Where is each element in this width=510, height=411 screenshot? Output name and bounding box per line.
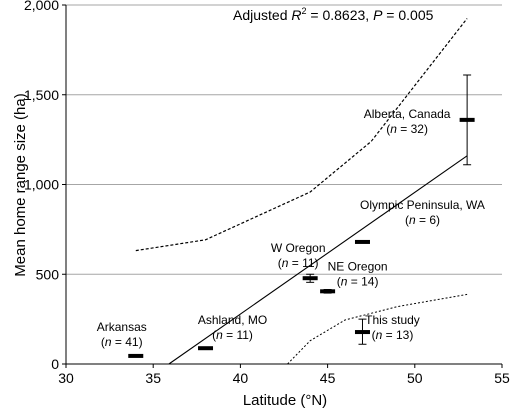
point-n-label-this-study: (n = 13) bbox=[372, 328, 414, 342]
point-label-alberta-canada: Alberta, Canada bbox=[364, 107, 451, 121]
y-axis-title: Mean home range size (ha) bbox=[12, 93, 29, 276]
y-tick-label: 1,000 bbox=[24, 177, 59, 193]
point-label-olympic-peninsula-wa: Olympic Peninsula, WA bbox=[360, 198, 485, 212]
point-label-ashland-mo: Ashland, MO bbox=[198, 313, 267, 327]
point-ne-oregon bbox=[320, 289, 336, 294]
y-tick-label: 1,500 bbox=[24, 87, 59, 103]
x-tick-label: 40 bbox=[233, 370, 249, 386]
labels-layer: Arkansas(n = 41)Ashland, MO(n = 11)W Ore… bbox=[97, 107, 485, 349]
x-tick-label: 55 bbox=[494, 370, 510, 386]
y-tick-label: 2,000 bbox=[24, 0, 59, 13]
fit-annotation-r-value: = 0.8623, bbox=[307, 7, 374, 23]
point-this-study bbox=[354, 330, 370, 335]
y-tick-label: 500 bbox=[36, 266, 60, 282]
point-n-label-arkansas: (n = 41) bbox=[101, 335, 143, 349]
grid-layer bbox=[66, 4, 502, 275]
point-olympic-peninsula-wa bbox=[354, 239, 370, 244]
axes-layer: 0 500 1,000 1,500 2,000 30 35 40 45 50 55 bbox=[24, 0, 510, 386]
point-n-label-w-oregon: (n = 11) bbox=[278, 256, 319, 270]
upper-interval-line bbox=[135, 18, 468, 252]
points-layer bbox=[128, 74, 475, 358]
x-tick-label: 30 bbox=[58, 370, 74, 386]
point-w-oregon bbox=[302, 276, 318, 281]
fit-annotation-p-value: = 0.005 bbox=[382, 7, 433, 23]
point-alberta-canada bbox=[459, 117, 475, 122]
fit-annotation-r-exponent: 2 bbox=[302, 6, 307, 16]
point-n-label-olympic-peninsula-wa: (n = 6) bbox=[405, 213, 440, 227]
fit-annotation: Adjusted R2 = 0.8623, P = 0.005 bbox=[233, 6, 434, 23]
point-n-label-ashland-mo: (n = 11) bbox=[212, 328, 253, 342]
point-n-label-alberta-canada: (n = 32) bbox=[386, 122, 428, 136]
x-tick-label: 35 bbox=[145, 370, 161, 386]
x-tick-label: 45 bbox=[320, 370, 336, 386]
point-arkansas bbox=[128, 353, 144, 358]
fit-annotation-prefix: Adjusted bbox=[233, 7, 291, 23]
point-label-arkansas: Arkansas bbox=[97, 320, 147, 334]
fit-annotation-p-symbol: P bbox=[373, 7, 383, 23]
fit-annotation-r-symbol: R bbox=[291, 7, 301, 23]
point-ashland-mo bbox=[198, 346, 214, 351]
y-tick-label: 0 bbox=[51, 356, 59, 372]
point-label-this-study: This study bbox=[365, 313, 420, 327]
point-n-label-ne-oregon: (n = 14) bbox=[337, 274, 379, 288]
x-axis-title: Latitude (°N) bbox=[243, 392, 327, 409]
lower-interval-line bbox=[287, 293, 468, 365]
point-label-w-oregon: W Oregon bbox=[271, 241, 326, 255]
lines-layer bbox=[135, 18, 468, 365]
x-tick-label: 50 bbox=[407, 370, 423, 386]
regression-line bbox=[168, 155, 468, 365]
point-label-ne-oregon: NE Oregon bbox=[328, 259, 388, 273]
